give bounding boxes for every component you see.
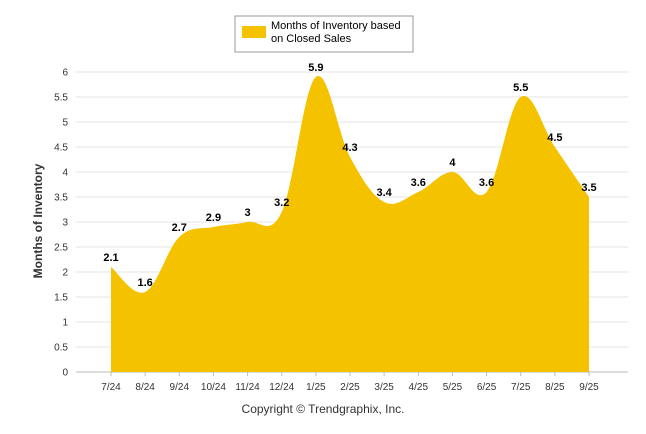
data-label: 4.5	[547, 132, 562, 144]
x-tick-label: 8/25	[545, 382, 565, 393]
legend-swatch	[242, 26, 266, 38]
data-label: 3	[245, 207, 251, 219]
y-tick-label: 1	[62, 318, 68, 329]
data-label: 5.5	[513, 82, 528, 94]
data-label: 4.3	[342, 142, 357, 154]
data-label: 3.5	[581, 182, 596, 194]
x-axis-ticks: 7/24 8/24 9/24 10/24 11/24 12/24 1/25 2/25 3/25 4…	[101, 372, 599, 393]
y-tick-label: 0.5	[54, 343, 68, 354]
x-tick-label: 2/25	[340, 382, 360, 393]
data-label: 3.6	[479, 177, 494, 189]
data-label: 4	[449, 157, 456, 169]
y-tick-label: 3	[62, 218, 68, 229]
copyright: Copyright © Trendgraphix, Inc.	[241, 402, 405, 416]
data-label: 2.7	[172, 222, 187, 234]
data-label: 1.6	[137, 277, 152, 289]
y-tick-label: 6	[62, 68, 68, 79]
x-tick-label: 7/24	[101, 382, 121, 393]
y-axis-label: Months of Inventory	[31, 163, 45, 278]
y-axis-ticks: 0 0.5 1 1.5 2 2.5 3 3.5 4 4.5 5 5.5 6	[54, 68, 68, 379]
y-tick-label: 5.5	[54, 93, 68, 104]
y-tick-label: 4.5	[54, 143, 68, 154]
x-tick-label: 5/25	[443, 382, 463, 393]
x-tick-label: 9/25	[579, 382, 599, 393]
y-tick-label: 3.5	[54, 193, 68, 204]
data-label: 2.9	[206, 212, 221, 224]
data-label: 5.9	[308, 62, 323, 74]
x-tick-label: 3/25	[374, 382, 394, 393]
x-tick-label: 10/24	[201, 382, 226, 393]
x-tick-label: 6/25	[477, 382, 497, 393]
y-tick-label: 0	[62, 368, 68, 379]
data-label: 3.2	[274, 197, 289, 209]
y-tick-label: 5	[62, 118, 68, 129]
x-tick-label: 9/24	[170, 382, 190, 393]
data-labels: 2.1 1.6 2.7 2.9 3 3.2 5.9 4.3 3.4 3.6 4 3.6 5.5 4.5 3.…	[103, 62, 596, 289]
x-tick-label: 11/24	[235, 382, 260, 393]
data-label: 3.6	[411, 177, 426, 189]
x-tick-label: 1/25	[306, 382, 326, 393]
y-tick-label: 2	[62, 268, 68, 279]
y-tick-label: 2.5	[54, 243, 68, 254]
y-tick-label: 1.5	[54, 293, 68, 304]
legend-line-1: Months of Inventory based	[271, 20, 401, 32]
data-label: 3.4	[376, 187, 392, 199]
x-tick-label: 8/24	[135, 382, 155, 393]
area-series	[111, 76, 589, 373]
legend: Months of Inventory based on Closed Sale…	[234, 15, 414, 53]
chart: 0 0.5 1 1.5 2 2.5 3 3.5 4 4.5 5 5.5 6 7/24 8/24 9/24 10…	[31, 15, 628, 393]
legend-line-2: on Closed Sales	[271, 33, 352, 45]
x-tick-label: 12/24	[269, 382, 294, 393]
data-label: 2.1	[103, 252, 118, 264]
y-tick-label: 4	[62, 168, 68, 179]
x-tick-label: 7/25	[511, 382, 531, 393]
x-tick-label: 4/25	[409, 382, 429, 393]
